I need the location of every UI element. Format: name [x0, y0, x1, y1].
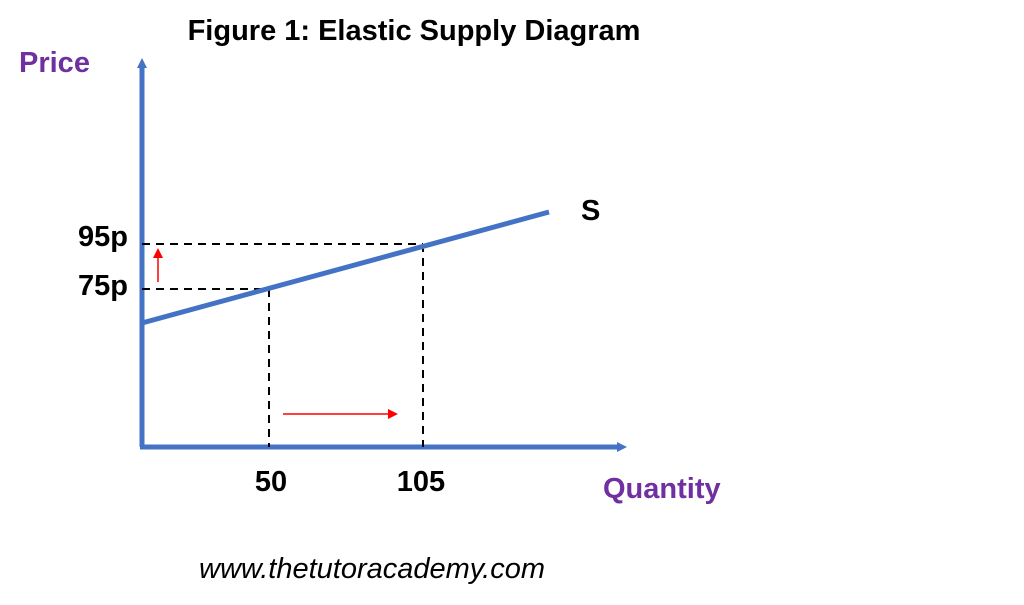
quantity-tick-105: 105 — [397, 466, 445, 498]
quantity-axis-label: Quantity — [603, 473, 721, 505]
figure-title: Figure 1: Elastic Supply Diagram — [188, 15, 641, 47]
supply-curve-label: S — [581, 195, 600, 227]
supply-curve — [141, 209, 550, 326]
price-tick-75p: 75p — [78, 270, 128, 302]
price-tick-95p: 95p — [78, 221, 128, 253]
price-axis-label: Price — [19, 47, 90, 79]
website-credit: www.thetutoracademy.com — [199, 553, 545, 585]
quantity-tick-50: 50 — [255, 466, 287, 498]
